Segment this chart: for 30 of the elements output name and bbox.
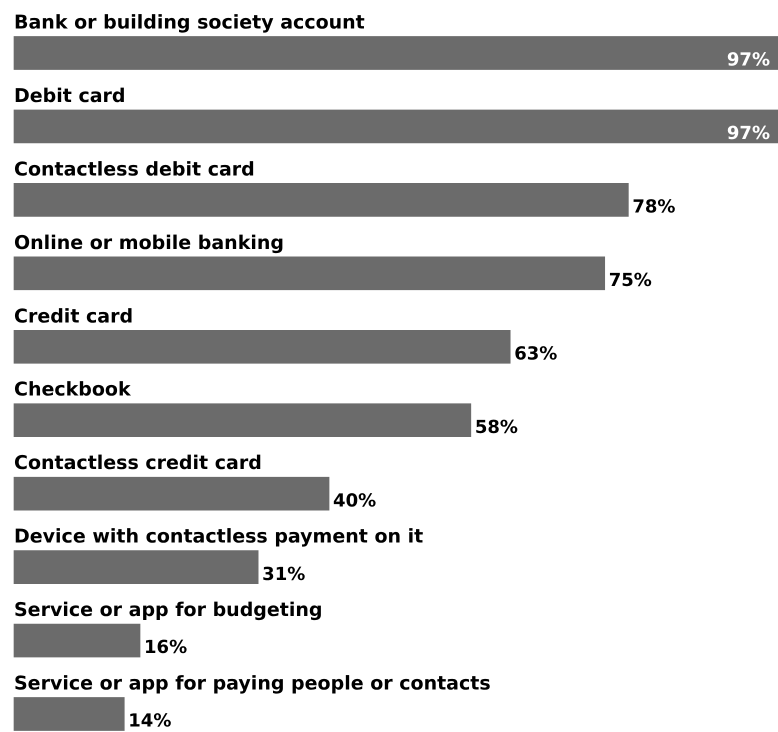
- data-label: 97%: [726, 50, 770, 71]
- y-tick-label: Credit card: [14, 305, 134, 328]
- y-tick-label: Debit card: [14, 84, 126, 107]
- bar: [14, 476, 330, 510]
- data-label: 40%: [333, 490, 376, 512]
- data-label: 16%: [144, 637, 188, 658]
- bar: [14, 697, 125, 731]
- y-tick-label: Contactless credit card: [14, 452, 262, 474]
- y-tick-label: Service or app for budgeting: [14, 599, 323, 622]
- bar: [14, 550, 258, 584]
- y-tick-label: Device with contactless payment on it: [14, 526, 424, 548]
- data-label: 31%: [262, 564, 306, 585]
- bar: [14, 36, 778, 70]
- bar: [14, 403, 472, 438]
- bar: [14, 110, 778, 144]
- data-label: 63%: [514, 343, 558, 364]
- data-label: 75%: [608, 270, 652, 292]
- y-tick-label: Contactless debit card: [14, 158, 255, 180]
- bar: [14, 330, 511, 364]
- bar: [14, 183, 629, 217]
- data-label: 58%: [474, 416, 518, 438]
- y-tick-label: Online or mobile banking: [14, 232, 284, 254]
- data-label: 14%: [128, 710, 172, 732]
- data-label: 78%: [632, 196, 676, 218]
- data-label: 97%: [726, 123, 770, 144]
- y-tick-label: Checkbook: [14, 378, 131, 401]
- bar: [14, 624, 140, 658]
- y-tick-label: Service or app for paying people or contacts: [14, 672, 491, 694]
- bar: [14, 256, 606, 290]
- y-tick-label: Bank or building society account: [14, 12, 365, 34]
